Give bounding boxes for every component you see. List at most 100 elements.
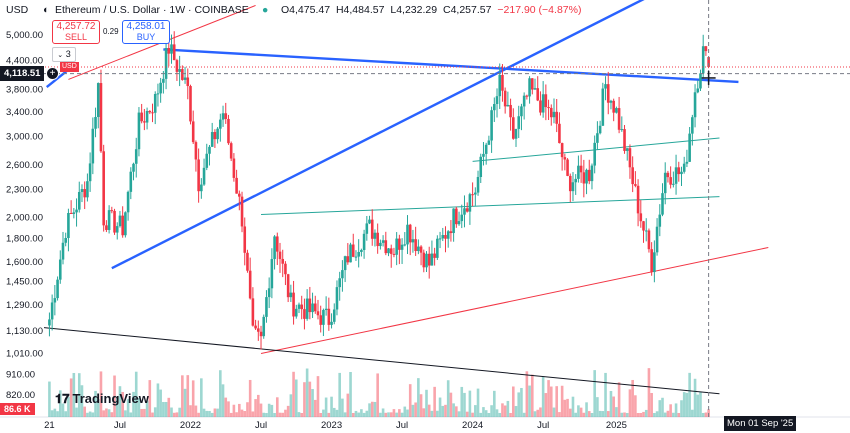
volume-bar: [606, 411, 610, 417]
candle-body: [669, 177, 672, 185]
y-tick-label: 1,290.00: [6, 300, 43, 311]
volume-bar: [126, 399, 130, 417]
volume-bar: [113, 375, 116, 417]
y-tick-label: 4,400.00: [6, 55, 43, 66]
market-status-icon: ●: [262, 4, 269, 16]
candle-body: [463, 208, 466, 215]
volume-bar: [77, 373, 81, 417]
candle-body: [381, 240, 385, 243]
candle-body: [476, 176, 480, 193]
candle-body: [368, 219, 371, 224]
volume-bar: [167, 397, 171, 417]
candle-body: [582, 172, 586, 184]
volume-bar: [452, 403, 455, 417]
volume-bar: [170, 407, 173, 417]
teal-middle-line: [260, 196, 720, 215]
candle-body: [696, 88, 700, 93]
candle-body: [571, 182, 575, 192]
volume-bar: [91, 412, 95, 417]
x-tick-label: 2022: [180, 420, 201, 431]
blue-rising-trendline: [111, 0, 645, 270]
candle-body: [658, 214, 662, 227]
volume-bar: [259, 403, 263, 417]
volume-bar: [64, 411, 68, 417]
buy-price: 4,258.01: [126, 21, 166, 32]
candle-body: [370, 219, 374, 239]
candle-body: [623, 129, 626, 151]
candle-body: [305, 298, 309, 319]
volume-bar: [134, 371, 138, 417]
add-alert-icon[interactable]: +: [46, 67, 59, 80]
candle-body: [427, 253, 431, 266]
sell-button[interactable]: 4,257.72 SELL: [52, 20, 100, 44]
volume-bar: [609, 390, 613, 417]
volume-bar: [186, 375, 190, 417]
volume-bar: [501, 403, 504, 417]
volume-bar: [615, 407, 618, 417]
candle-body: [202, 167, 206, 185]
candle-body: [105, 225, 108, 230]
candle-body: [316, 311, 320, 316]
candle-body: [284, 263, 287, 275]
volume-bar: [305, 368, 309, 417]
buy-button[interactable]: 4,258.01 BUY: [122, 20, 170, 44]
volume-bar: [682, 392, 686, 417]
candle-body: [615, 108, 618, 113]
volume-bar: [430, 410, 434, 417]
candle-body: [91, 128, 95, 164]
candle-body: [612, 100, 615, 113]
volume-bar: [433, 386, 436, 417]
candle-body: [170, 44, 173, 54]
volume-bar: [322, 409, 325, 417]
candle-body: [498, 74, 502, 97]
volume-bar: [384, 412, 388, 417]
candle-body: [86, 181, 89, 198]
candle-body: [243, 226, 247, 253]
candle-body: [338, 278, 341, 288]
volume-bar: [124, 410, 127, 417]
candle-body: [313, 303, 317, 312]
candle-body: [251, 298, 255, 326]
candle-body: [631, 167, 634, 185]
candle-body: [522, 95, 526, 107]
candle-body: [634, 184, 637, 186]
candle-body: [216, 128, 219, 140]
volume-bar: [479, 412, 483, 417]
candle-body: [275, 236, 279, 252]
candle-body: [617, 108, 621, 130]
y-tick-label: 1,010.00: [6, 349, 43, 360]
volume-bar: [422, 408, 426, 417]
candle-body: [67, 213, 70, 239]
candle-body: [69, 213, 73, 215]
candle-body: [490, 110, 493, 141]
volume-bar: [205, 410, 209, 417]
ohlc-close: C4,257.57: [443, 4, 492, 16]
volume-bar: [387, 412, 390, 417]
candle-body: [262, 316, 266, 337]
candle-body: [403, 244, 407, 246]
x-tick-label: Jul: [255, 420, 267, 431]
indicator-count-button[interactable]: ⌄ 3: [52, 47, 76, 62]
chevron-down-icon: ⌄: [57, 52, 64, 59]
candle-body: [479, 156, 483, 177]
chart-title: Ethereum / U.S. Dollar · 1W · COINBASE: [55, 4, 249, 16]
volume-bar: [520, 387, 523, 417]
volume-bar: [549, 386, 553, 417]
volume-bar: [118, 386, 122, 417]
candle-body: [541, 94, 545, 113]
volume-bar: [56, 411, 59, 417]
ohlc-readout: O4,475.47 H4,484.57 L4,232.29 C4,257.57 …: [281, 4, 584, 16]
candle-body: [642, 221, 645, 231]
candle-body: [468, 194, 472, 212]
volume-bar: [251, 411, 255, 417]
candle-body: [172, 44, 176, 61]
volume-bar: [213, 408, 217, 417]
volume-bar: [408, 384, 412, 417]
candle-body: [311, 303, 314, 313]
volume-bar: [265, 413, 268, 417]
candle-body: [636, 185, 640, 214]
volume-bar: [50, 410, 54, 417]
candle-body: [373, 232, 377, 239]
ohlc-high: H4,484.57: [335, 4, 385, 16]
